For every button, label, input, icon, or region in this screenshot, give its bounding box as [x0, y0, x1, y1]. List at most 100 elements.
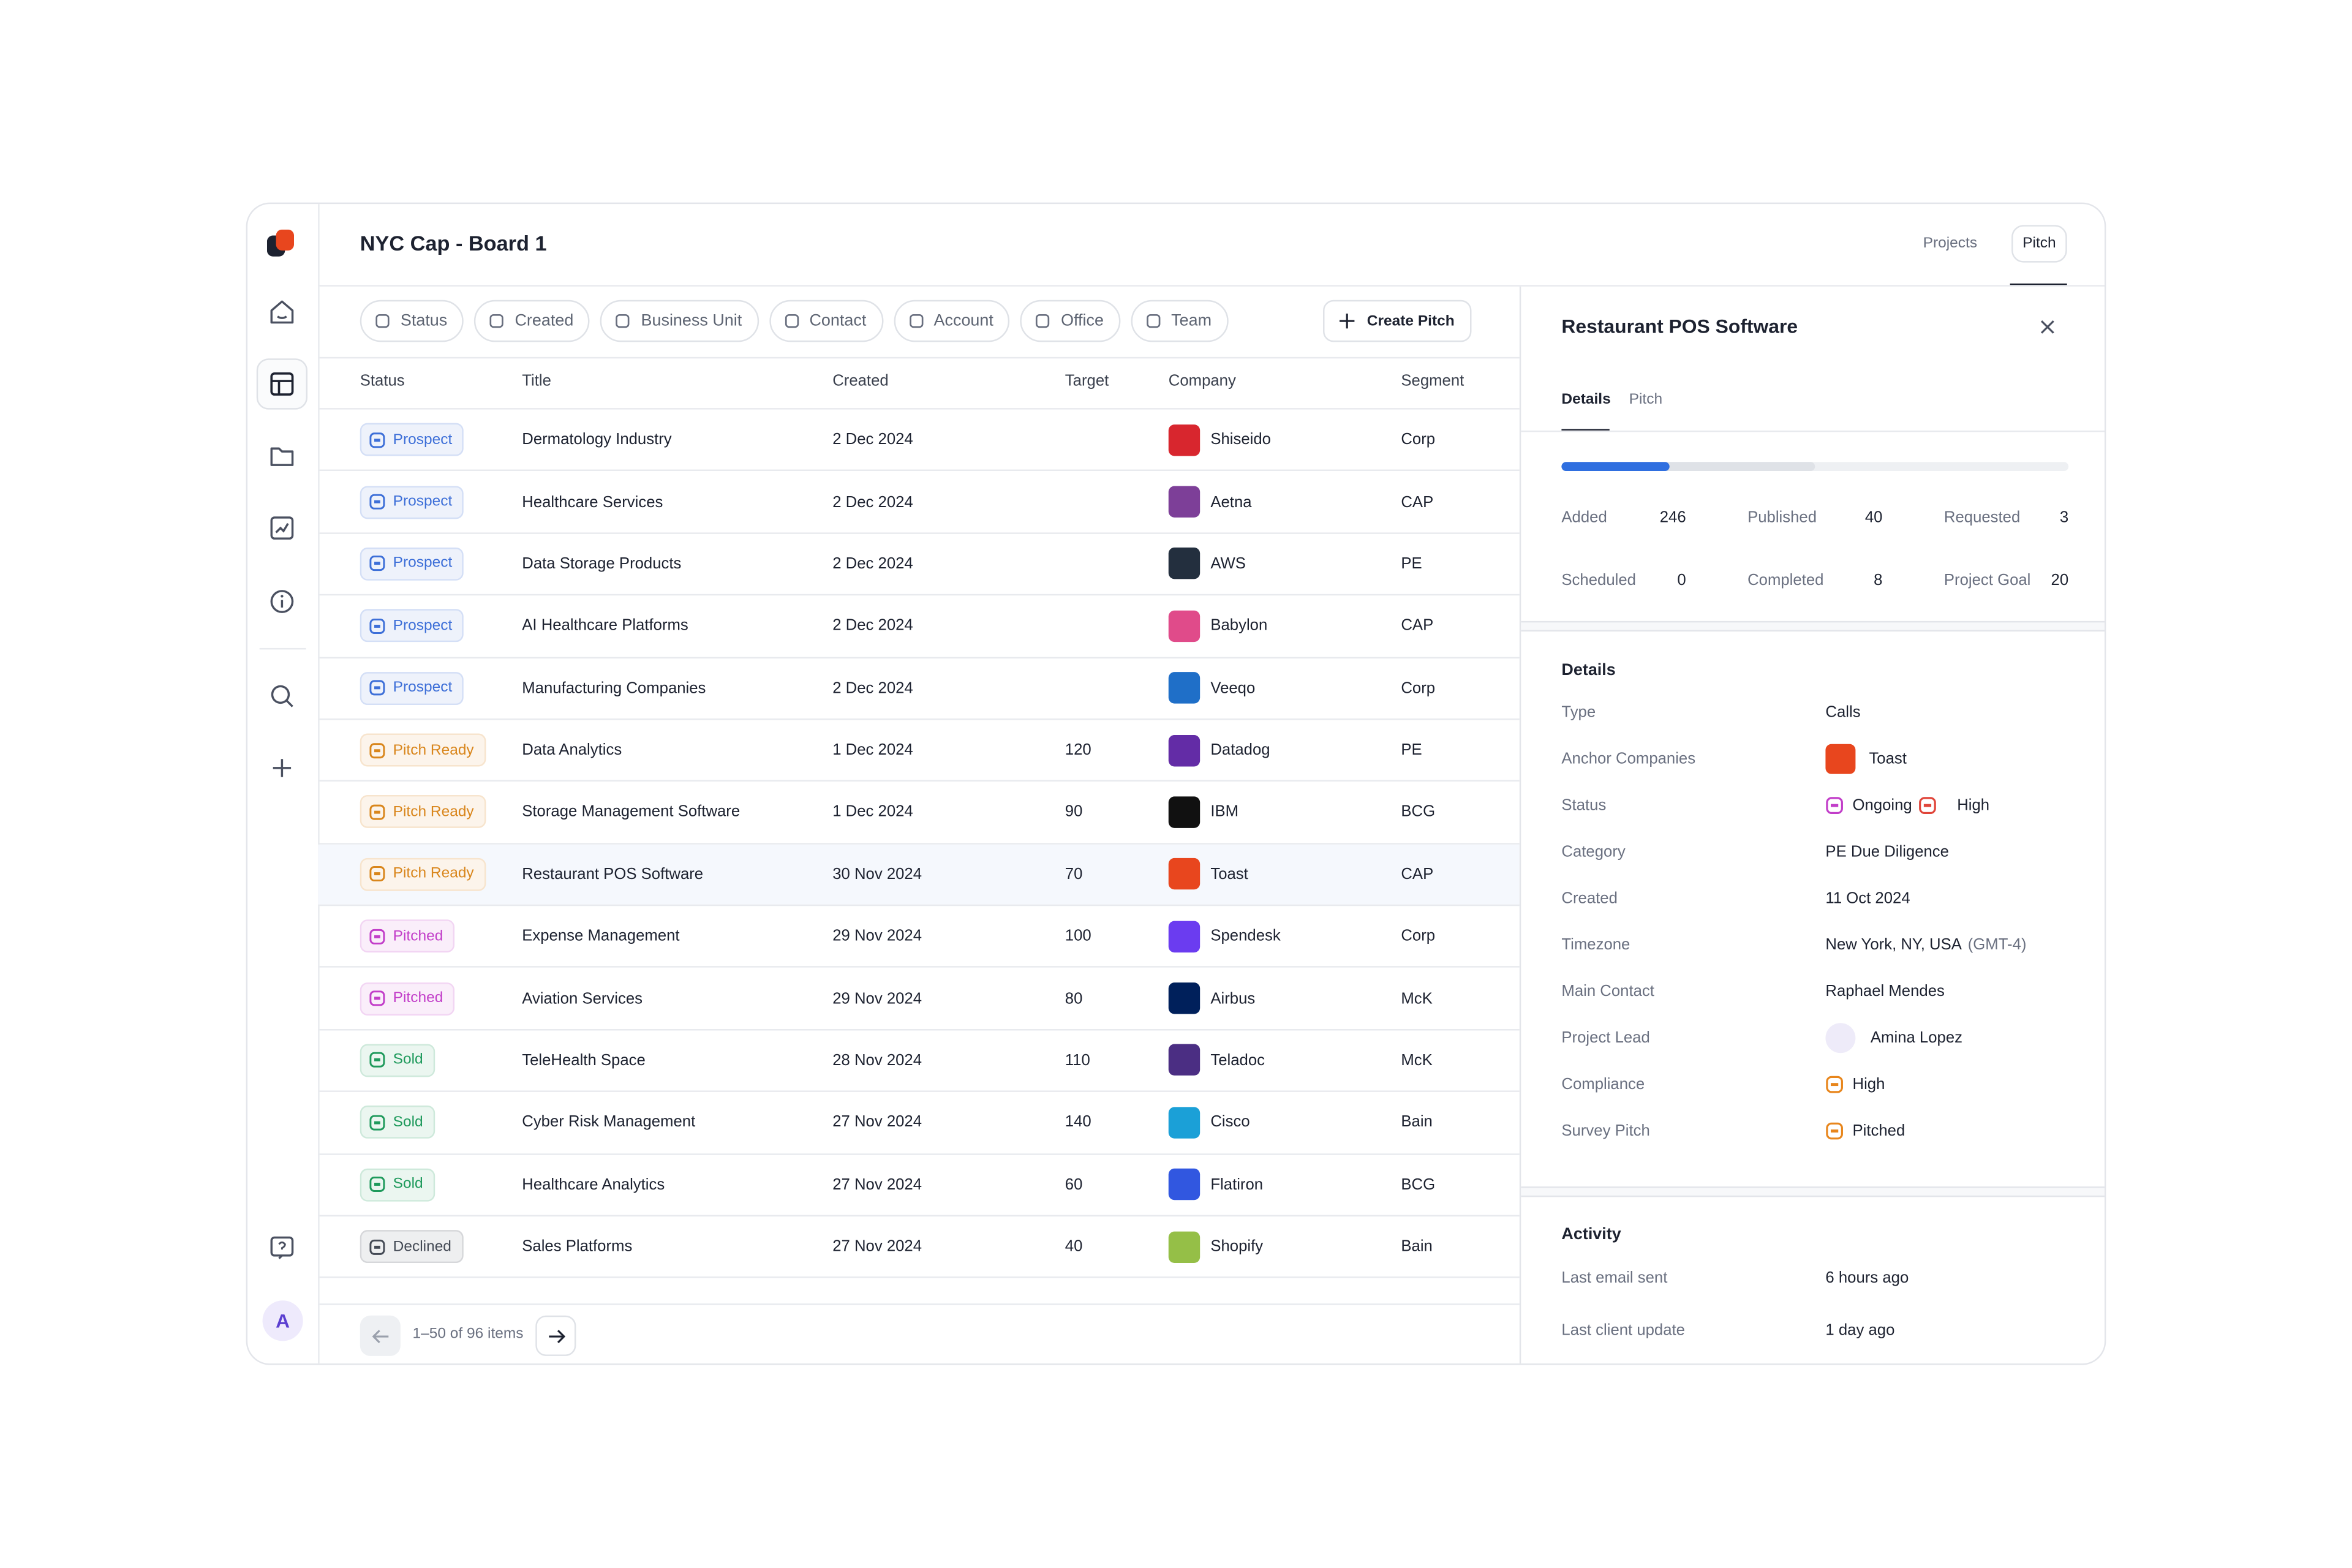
detail-value-text: Ongoing: [1852, 796, 1912, 815]
chart-icon[interactable]: [268, 514, 295, 541]
target-cell: 80: [1065, 989, 1083, 1008]
filter-chip[interactable]: Contact: [769, 300, 883, 342]
filter-chip[interactable]: Office: [1020, 300, 1120, 342]
details-heading: Details: [1561, 662, 1616, 680]
table-row[interactable]: Prospect Data Storage Products 2 Dec 2024 A…: [318, 533, 1520, 596]
folder-icon[interactable]: [268, 442, 295, 469]
info-icon[interactable]: [268, 588, 295, 615]
status-badge: Sold: [360, 1106, 435, 1139]
stat-value: 8: [1874, 571, 1883, 590]
segment-cell: Corp: [1401, 679, 1436, 698]
created-cell: 2 Dec 2024: [832, 679, 913, 698]
close-button[interactable]: [2040, 320, 2055, 334]
segment-cell: McK: [1401, 989, 1433, 1008]
filter-chip[interactable]: Team: [1131, 300, 1229, 342]
status-badge: Prospect: [360, 671, 464, 705]
title-cell: Cyber Risk Management: [522, 1114, 696, 1132]
segment-cell: CAP: [1401, 865, 1434, 884]
table-row[interactable]: Pitched Expense Management 29 Nov 2024 100 S…: [318, 906, 1520, 968]
table-row[interactable]: Declined Sales Platforms 27 Nov 2024 40 Shop…: [318, 1216, 1520, 1279]
panel-tab-active[interactable]: Details: [1561, 391, 1611, 409]
title-cell: Expense Management: [522, 927, 680, 946]
panel-tab[interactable]: Pitch: [1629, 391, 1663, 409]
filter-chip[interactable]: Created: [474, 300, 590, 342]
filter-chip[interactable]: Account: [893, 300, 1010, 342]
detail-value-text: New York, NY, USA: [1825, 936, 1962, 954]
create-pitch-label: Create Pitch: [1366, 312, 1455, 330]
company-cell: Aetna: [1168, 472, 1252, 532]
detail-value-text: Toast: [1869, 750, 1907, 768]
table-row[interactable]: Prospect Manufacturing Companies 2 Dec 202…: [318, 658, 1520, 720]
status-badge: Prospect: [360, 485, 464, 519]
detail-label: Created: [1561, 889, 1618, 908]
filter-label: Team: [1171, 312, 1212, 330]
segment-cell: PE: [1401, 554, 1422, 573]
filter-chip[interactable]: Business Unit: [600, 300, 759, 342]
status-label: Pitched: [393, 990, 443, 1007]
pagination-label: 1–50 of 96 items: [412, 1325, 524, 1343]
search-icon[interactable]: [268, 682, 295, 709]
next-page-button[interactable]: [535, 1315, 576, 1356]
detail-label: Compliance: [1561, 1075, 1645, 1094]
user-avatar[interactable]: A: [262, 1300, 303, 1341]
status-icon: [369, 990, 385, 1006]
add-icon[interactable]: [268, 755, 295, 782]
segment-cell: McK: [1401, 1051, 1433, 1070]
filter-chip[interactable]: Status: [360, 300, 464, 342]
status-icon: [369, 432, 385, 448]
header-tab[interactable]: Projects: [1923, 235, 1978, 252]
company-name: Shiseido: [1210, 431, 1271, 449]
board-nav-active[interactable]: [256, 358, 308, 410]
table-row[interactable]: Prospect Healthcare Services 2 Dec 2024 Aet…: [318, 472, 1520, 534]
company-cell: AWS: [1168, 533, 1246, 594]
home-icon[interactable]: [268, 298, 295, 325]
detail-value-text: 11 Oct 2024: [1825, 889, 1910, 908]
title-cell: Data Analytics: [522, 741, 622, 760]
detail-label: Project Lead: [1561, 1029, 1650, 1047]
table-row[interactable]: Pitched Aviation Services 29 Nov 2024 80 Air…: [318, 968, 1520, 1030]
target-cell: 70: [1065, 865, 1083, 884]
status-icon: [369, 1052, 385, 1068]
title-cell: TeleHealth Space: [522, 1051, 646, 1070]
created-cell: 2 Dec 2024: [832, 492, 913, 511]
table-row[interactable]: Pitch Ready Data Analytics 1 Dec 2024 120 Da…: [318, 720, 1520, 782]
table-row[interactable]: Pitch Ready Storage Management Software 1 …: [318, 782, 1520, 844]
table-row[interactable]: Prospect AI Healthcare Platforms 2 Dec 202…: [318, 596, 1520, 658]
table-row[interactable]: Prospect Dermatology Industry 2 Dec 2024 Sh…: [318, 410, 1520, 472]
company-logo: [1168, 1169, 1200, 1200]
segment-cell: CAP: [1401, 617, 1434, 635]
table-row[interactable]: Sold Cyber Risk Management 27 Nov 2024 140 C…: [318, 1092, 1520, 1155]
status-cell: Prospect: [360, 410, 464, 470]
company-logo: [1168, 1107, 1200, 1139]
company-logo: [1168, 982, 1200, 1014]
activity-label: Last email sent: [1561, 1268, 1668, 1287]
status-icon: [369, 556, 385, 572]
filter-icon: [375, 314, 390, 328]
company-cell: Shopify: [1168, 1216, 1263, 1277]
detail-value: PE Due Diligence: [1825, 834, 1949, 870]
segment-cell: BCG: [1401, 803, 1436, 821]
company-logo: [1168, 486, 1200, 518]
stat-label: Requested: [1943, 508, 2021, 527]
stat-value: 40: [1864, 508, 1883, 527]
company-logo: [1168, 672, 1200, 704]
prev-page-button[interactable]: [360, 1315, 401, 1356]
header-tab-active[interactable]: Pitch: [2011, 225, 2067, 263]
company-logo: [1168, 424, 1200, 456]
company-cell: IBM: [1168, 782, 1238, 843]
board-icon[interactable]: [268, 371, 295, 398]
company-logo: [1168, 796, 1200, 828]
panel-tab-underline: [1561, 429, 1610, 431]
segment-cell: Bain: [1401, 1114, 1433, 1132]
create-pitch-button[interactable]: Create Pitch: [1323, 300, 1472, 342]
table-row[interactable]: Sold Healthcare Analytics 27 Nov 2024 60 Fla…: [318, 1155, 1520, 1216]
column-header: Created: [832, 372, 889, 390]
status-badge: Prospect: [360, 547, 464, 581]
company-logo: [1168, 548, 1200, 580]
table-row[interactable]: Sold TeleHealth Space 28 Nov 2024 110 Telado…: [318, 1030, 1520, 1093]
detail-label: Survey Pitch: [1561, 1121, 1650, 1140]
company-name: Cisco: [1210, 1114, 1250, 1132]
help-icon[interactable]: [268, 1235, 295, 1262]
table-row[interactable]: Pitch Ready Restaurant POS Software 30 Nov…: [318, 843, 1520, 907]
